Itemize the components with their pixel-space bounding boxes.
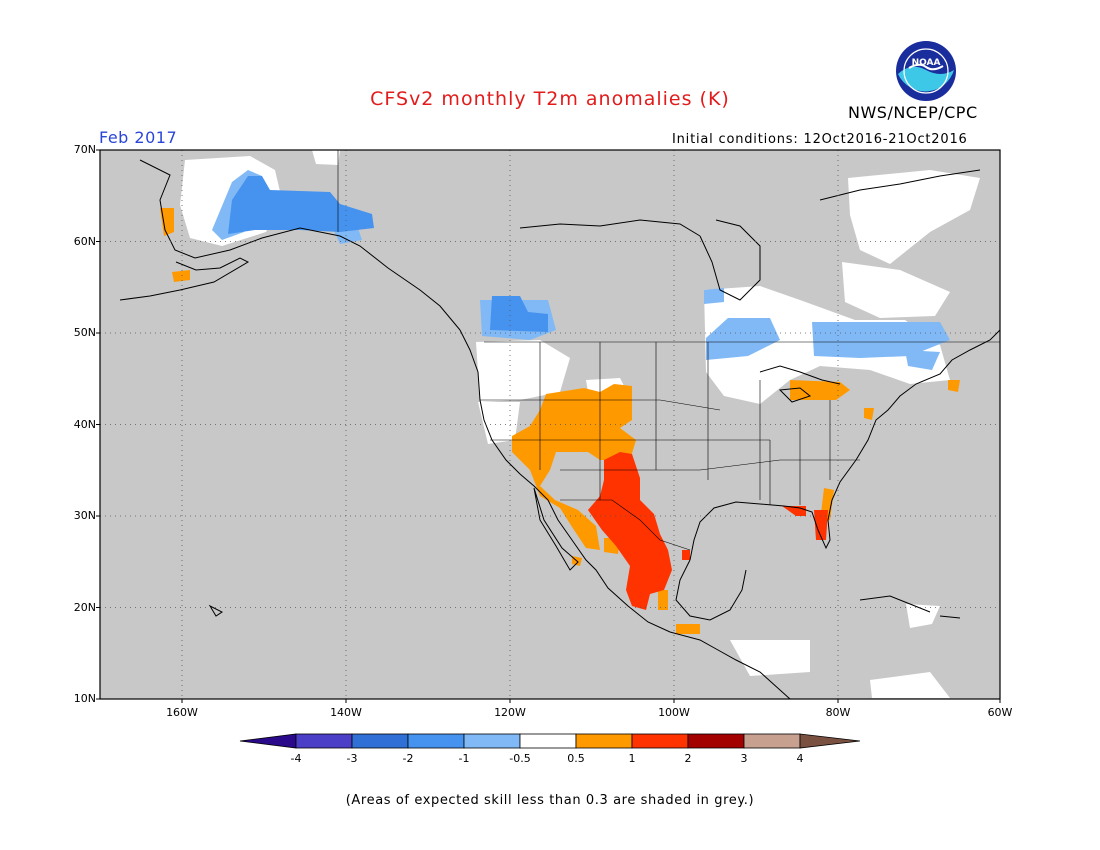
lat-label: 70N <box>73 143 96 156</box>
colorbar-segment-neutral <box>519 733 577 749</box>
colorbar-label: -0.5 <box>509 752 531 765</box>
colorbar-label: -2 <box>402 752 414 765</box>
colorbar-segment--3 <box>351 733 409 749</box>
colorbar-segment-2 <box>687 733 745 749</box>
map-background <box>100 150 1000 699</box>
lon-label: 60W <box>987 706 1013 719</box>
colorbar-segment--2 <box>407 733 465 749</box>
lon-label: 160W <box>166 706 198 719</box>
light-blue-regions <box>212 170 950 370</box>
colorbar-segment--4 <box>295 733 353 749</box>
forecast-month: Feb 2017 <box>99 128 178 147</box>
colorbar-label: 0.5 <box>567 752 585 765</box>
mexico-red-region <box>588 452 672 610</box>
colorbar-segment-1 <box>631 733 689 749</box>
map-title: CFSv2 monthly T2m anomalies (K) <box>370 88 730 110</box>
colorbar-label: -3 <box>346 752 358 765</box>
canada-east-white-region <box>704 286 950 404</box>
org-label: NWS/NCEP/CPC <box>848 103 978 122</box>
colorbar-segment-3 <box>743 733 801 749</box>
lon-label: 120W <box>494 706 526 719</box>
colorbar-segment-gt-4 <box>799 733 861 749</box>
colorbar-label: 3 <box>740 752 748 765</box>
colorbar-segment-0.5 <box>575 733 633 749</box>
initial-conditions: Initial conditions: 12Oct2016-21Oct2016 <box>672 132 968 147</box>
orange-regions <box>160 208 960 634</box>
pacific-nw-white-region <box>476 340 570 402</box>
colorbar-label: -4 <box>290 752 302 765</box>
lat-label: 10N <box>73 692 96 705</box>
lat-label: 30N <box>73 509 96 522</box>
map-frame <box>99 149 1001 700</box>
colorbar-segment-lt-4 <box>239 733 297 749</box>
skill-note: (Areas of expected skill less than 0.3 a… <box>345 793 755 808</box>
coastlines <box>119 159 1000 699</box>
colorbar-label: 1 <box>628 752 636 765</box>
axis-ticks <box>96 149 1001 703</box>
neutral-regions <box>180 150 980 698</box>
colorbar-label: -1 <box>458 752 470 765</box>
red-regions <box>588 452 828 610</box>
colorbar <box>239 733 861 749</box>
medium-blue-regions <box>228 176 548 332</box>
noaa-logo: NOAA <box>896 41 956 101</box>
lat-label: 40N <box>73 418 96 431</box>
lat-label: 60N <box>73 235 96 248</box>
colorbar-label: 4 <box>796 752 804 765</box>
gridlines <box>100 150 1000 699</box>
lat-label: 20N <box>73 601 96 614</box>
lat-label: 50N <box>73 326 96 339</box>
colorbar-segment--1 <box>463 733 521 749</box>
alaska-white-region <box>180 156 282 246</box>
lon-label: 100W <box>658 706 690 719</box>
noaa-logo-text: NOAA <box>912 58 941 68</box>
state-borders <box>337 150 1000 551</box>
lon-label: 140W <box>330 706 362 719</box>
lon-label: 80W <box>825 706 851 719</box>
colorbar-label: 2 <box>684 752 692 765</box>
